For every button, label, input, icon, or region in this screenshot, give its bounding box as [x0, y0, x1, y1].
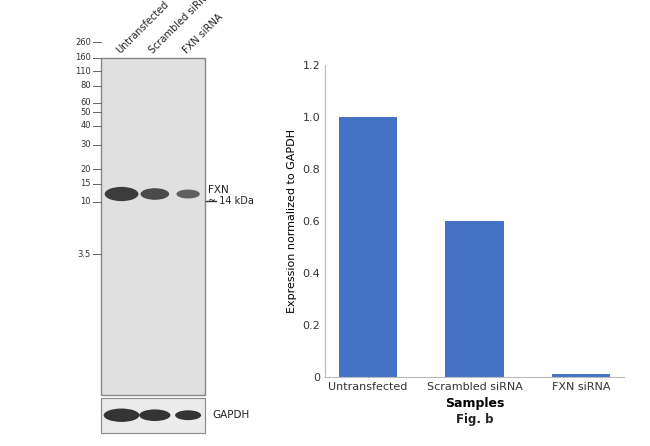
- Text: 10: 10: [81, 197, 91, 206]
- Y-axis label: Expression normalized to GAPDH: Expression normalized to GAPDH: [287, 129, 297, 313]
- Text: Fig. b: Fig. b: [456, 413, 493, 426]
- Ellipse shape: [175, 410, 201, 420]
- Bar: [445, 221, 504, 377]
- Ellipse shape: [140, 188, 169, 200]
- Text: 50: 50: [81, 108, 91, 117]
- Text: FXN: FXN: [208, 185, 229, 194]
- Bar: [101, 58, 205, 395]
- Ellipse shape: [105, 187, 138, 201]
- X-axis label: Samples: Samples: [445, 397, 504, 410]
- Text: 40: 40: [81, 121, 91, 130]
- Bar: [339, 117, 397, 377]
- Text: FXN siRNA: FXN siRNA: [181, 12, 224, 56]
- Text: GAPDH: GAPDH: [213, 410, 250, 420]
- Text: 30: 30: [81, 140, 91, 149]
- Text: 3.5: 3.5: [78, 250, 91, 259]
- Text: Untransfected: Untransfected: [114, 0, 170, 56]
- Ellipse shape: [176, 190, 200, 198]
- Ellipse shape: [104, 409, 140, 422]
- Bar: [552, 374, 610, 377]
- Text: 80: 80: [81, 81, 91, 90]
- Text: 160: 160: [75, 54, 91, 62]
- Bar: [101, 398, 205, 433]
- Text: 60: 60: [81, 98, 91, 107]
- Text: 260: 260: [75, 38, 91, 47]
- Text: 110: 110: [75, 67, 91, 76]
- Text: 15: 15: [81, 179, 91, 188]
- Ellipse shape: [139, 409, 170, 421]
- Text: Scrambled siRNA: Scrambled siRNA: [148, 0, 214, 56]
- Text: ~ 14 kDa: ~ 14 kDa: [208, 196, 254, 206]
- Text: 20: 20: [81, 165, 91, 174]
